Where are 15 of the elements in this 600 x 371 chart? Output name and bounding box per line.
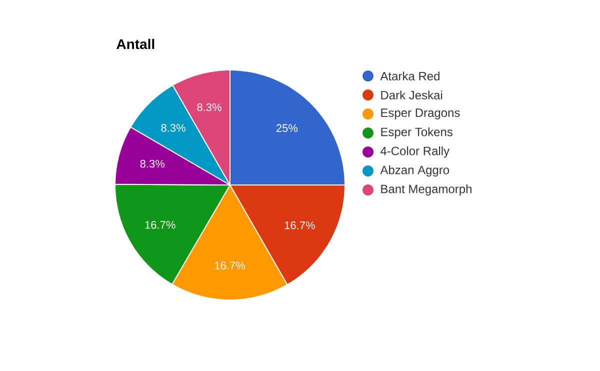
data-label: 8.3%	[197, 103, 222, 112]
data-label: 25%	[276, 124, 298, 132]
chart-title: Antall	[116, 38, 154, 50]
legend-label: Bant Megamorph	[381, 184, 472, 196]
data-label: 8.3%	[161, 124, 186, 132]
legend-label: Atarka Red	[380, 72, 440, 80]
legend-label: Dark Jeskai	[381, 90, 442, 100]
legend-label: 4-Color Rally	[380, 146, 450, 158]
data-label: 16.7%	[284, 221, 315, 230]
data-label: 16.7%	[215, 262, 245, 270]
data-label: 8.3%	[140, 160, 165, 168]
legend-label: Esper Dragons	[381, 108, 460, 120]
legend-label: Esper Tokens	[381, 127, 452, 139]
legend-label: Abzan Aggro	[380, 165, 450, 177]
data-label: 16.7%	[145, 220, 176, 229]
